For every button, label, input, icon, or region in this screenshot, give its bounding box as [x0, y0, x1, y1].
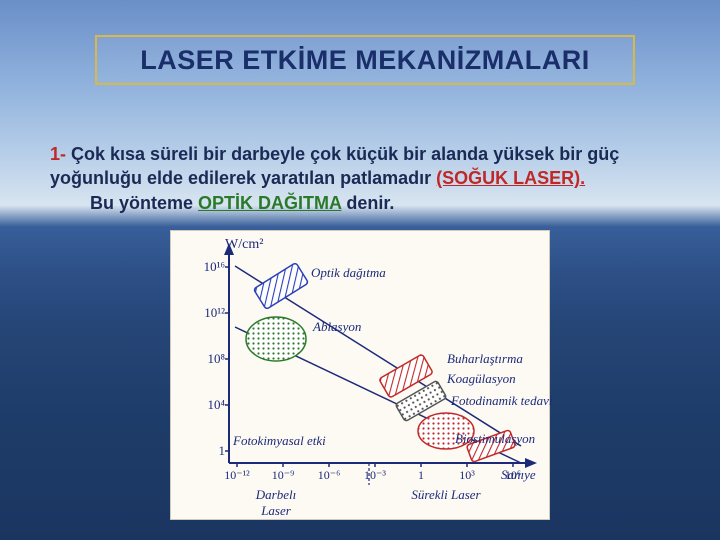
surekli-label: Sürekli Laser — [411, 487, 481, 503]
y-tick: 10⁴ — [189, 397, 225, 413]
y-tick: 10¹⁶ — [189, 259, 225, 275]
title-box: LASER ETKİME MEKANİZMALARI — [95, 35, 635, 85]
region-label-fotokimyasal: Fotokimyasal etki — [233, 433, 326, 449]
x-tick: 10⁻¹² — [219, 468, 255, 483]
darbeli-label: Darbelı Laser — [241, 487, 311, 519]
slide: LASER ETKİME MEKANİZMALARI 1- Çok kısa s… — [0, 0, 720, 540]
desc-line2a: yoğunluğu elde edilerek yaratılan patlam… — [50, 168, 436, 188]
desc-line3a: Bu yönteme — [90, 193, 198, 213]
y-tick: 10¹² — [189, 305, 225, 321]
desc-line1: Çok kısa süreli bir darbeyle çok küçük b… — [66, 144, 619, 164]
region-label-fotodinamik: Fotodinamik tedavi — [451, 393, 552, 409]
item-number: 1- — [50, 144, 66, 164]
x-tick: 10⁻⁹ — [265, 468, 301, 483]
region-label-buharlastirma: Buharlaştırma — [447, 351, 523, 367]
region-label-ablasyon: Ablasyon — [313, 319, 361, 335]
soguk-laser-label: (SOĞUK LASER). — [436, 168, 585, 188]
y-tick: 10⁸ — [189, 351, 225, 367]
x-tick: 10³ — [449, 468, 485, 483]
x-tick: 10⁻⁶ — [311, 468, 347, 483]
y-tick: 1 — [189, 443, 225, 459]
x-tick: 10⁻³ — [357, 468, 393, 483]
x-tick: 1 — [403, 468, 439, 483]
region-label-optik-dagitma: Optik dağıtma — [311, 265, 386, 281]
region-label-koagulasyon: Koagülasyon — [447, 371, 516, 387]
x-axis-unit: Sanıye — [501, 467, 536, 483]
optik-dagitma-label: OPTİK DAĞITMA — [198, 193, 341, 213]
region-label-biostimulasyon: Biostimulasyon — [455, 431, 535, 447]
diagram: W/cm² 10¹⁶10¹²10⁸10⁴110⁻¹²10⁻⁹10⁻⁶10⁻³11… — [170, 230, 550, 520]
description-block: 1- Çok kısa süreli bir darbeyle çok küçü… — [50, 142, 670, 215]
desc-line3b: denir. — [341, 193, 394, 213]
y-axis-label: W/cm² — [225, 237, 263, 253]
title-text: LASER ETKİME MEKANİZMALARI — [140, 45, 589, 76]
